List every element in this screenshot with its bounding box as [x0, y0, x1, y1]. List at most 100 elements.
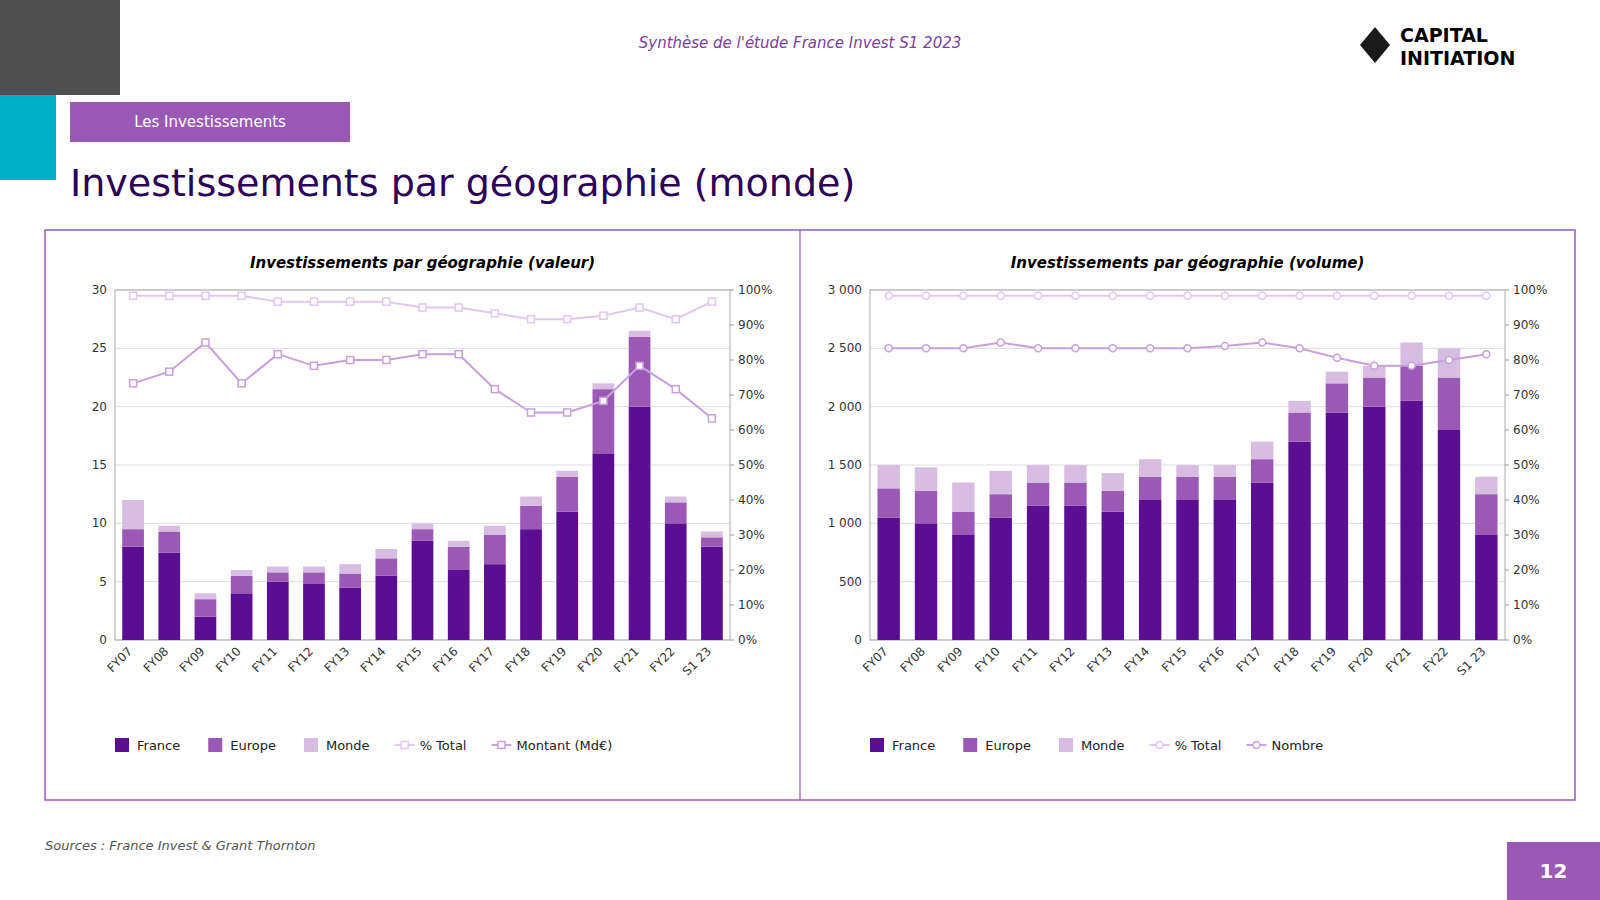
bar	[877, 465, 899, 488]
bar	[556, 471, 578, 477]
marker	[130, 292, 137, 299]
marker	[238, 292, 245, 299]
bar	[412, 541, 434, 640]
bar	[448, 541, 470, 547]
marker	[923, 345, 930, 352]
x-tick-label: FY19	[1308, 644, 1339, 675]
y2-tick-label: 10%	[738, 598, 765, 612]
bar	[484, 526, 506, 535]
bar	[990, 494, 1012, 517]
bar	[952, 483, 974, 512]
y-tick-label: 20	[92, 400, 107, 414]
bar	[1438, 348, 1460, 377]
y2-tick-label: 70%	[738, 388, 765, 402]
bar	[665, 497, 687, 503]
marker	[600, 312, 607, 319]
divider	[799, 230, 800, 800]
x-tick-label: FY15	[394, 644, 425, 675]
legend-label: France	[892, 738, 935, 753]
x-tick-label: FY07	[104, 644, 135, 675]
legend-swatch	[870, 738, 884, 752]
marker	[885, 292, 892, 299]
y2-tick-label: 100%	[1513, 283, 1547, 297]
bar	[593, 453, 615, 640]
bar	[701, 532, 723, 538]
bar	[1251, 459, 1273, 482]
y-tick-label: 1 000	[828, 516, 862, 530]
marks	[877, 292, 1497, 640]
marker	[1483, 292, 1490, 299]
line	[889, 343, 1487, 366]
x-tick-label: FY15	[1159, 644, 1190, 675]
legend-label: % Total	[420, 738, 467, 753]
bar	[556, 477, 578, 512]
bar	[267, 567, 289, 573]
legend-swatch	[208, 738, 222, 752]
x-tick-label: FY13	[1084, 644, 1115, 675]
bar	[665, 502, 687, 523]
y2-tick	[1505, 325, 1509, 326]
bar	[339, 574, 361, 588]
marker	[1408, 362, 1415, 369]
y2-tick-label: 60%	[738, 423, 765, 437]
section-label: Les Investissements	[134, 113, 286, 131]
subtitle: Synthèse de l'étude France Invest S1 202…	[639, 34, 962, 52]
y2-tick-label: 90%	[1513, 318, 1540, 332]
bar	[1400, 401, 1422, 640]
y2-tick	[730, 465, 734, 466]
y2-tick-label: 90%	[738, 318, 765, 332]
bar	[629, 407, 651, 640]
legend-swatch	[115, 738, 129, 752]
marker	[997, 292, 1004, 299]
y2-tick	[1505, 500, 1509, 501]
bar	[1438, 430, 1460, 640]
marker	[1371, 292, 1378, 299]
y2-tick	[1505, 465, 1509, 466]
main-title: Investissements par géographie (monde)	[70, 161, 855, 205]
marker	[885, 345, 892, 352]
y2-tick-label: 50%	[1513, 458, 1540, 472]
line	[133, 343, 712, 419]
marker	[708, 298, 715, 305]
bar	[195, 599, 217, 617]
bar	[915, 467, 937, 490]
legend-swatch	[1253, 742, 1260, 749]
bar	[556, 512, 578, 640]
bar	[484, 535, 506, 564]
bar	[1475, 477, 1497, 495]
y-tick-label: 10	[92, 516, 107, 530]
marker	[636, 304, 643, 311]
legend-label: Europe	[230, 738, 276, 753]
chart: Investissements par géographie (volume)0…	[828, 254, 1548, 753]
bar	[1214, 465, 1236, 477]
x-tick-label: FY18	[1271, 644, 1302, 675]
legend: FranceEuropeMonde% TotalNombre	[870, 738, 1323, 753]
page-box	[1507, 842, 1600, 900]
bar	[915, 491, 937, 524]
marks	[122, 292, 723, 640]
marker	[960, 345, 967, 352]
chart: Investissements par géographie (valeur)0…	[92, 254, 773, 753]
marker	[923, 292, 930, 299]
bar	[1326, 383, 1348, 412]
marker	[166, 292, 173, 299]
x-tick-label: FY18	[502, 644, 533, 675]
bar	[952, 535, 974, 640]
bar	[158, 532, 180, 553]
legend-swatch	[401, 742, 408, 749]
y2-tick	[730, 360, 734, 361]
header-decoration	[0, 0, 120, 95]
x-tick-label: FY21	[1383, 644, 1414, 675]
y-tick-label: 2 000	[828, 400, 862, 414]
marker	[383, 298, 390, 305]
bar	[158, 526, 180, 532]
source-text: Sources : France Invest & Grant Thornton	[45, 838, 316, 853]
y2-tick	[1505, 640, 1509, 641]
y2-tick	[730, 500, 734, 501]
bar	[1139, 500, 1161, 640]
y2-tick-label: 70%	[1513, 388, 1540, 402]
y2-tick	[1505, 535, 1509, 536]
y2-tick	[1505, 290, 1509, 291]
x-tick-label: FY21	[611, 644, 642, 675]
marker	[600, 397, 607, 404]
